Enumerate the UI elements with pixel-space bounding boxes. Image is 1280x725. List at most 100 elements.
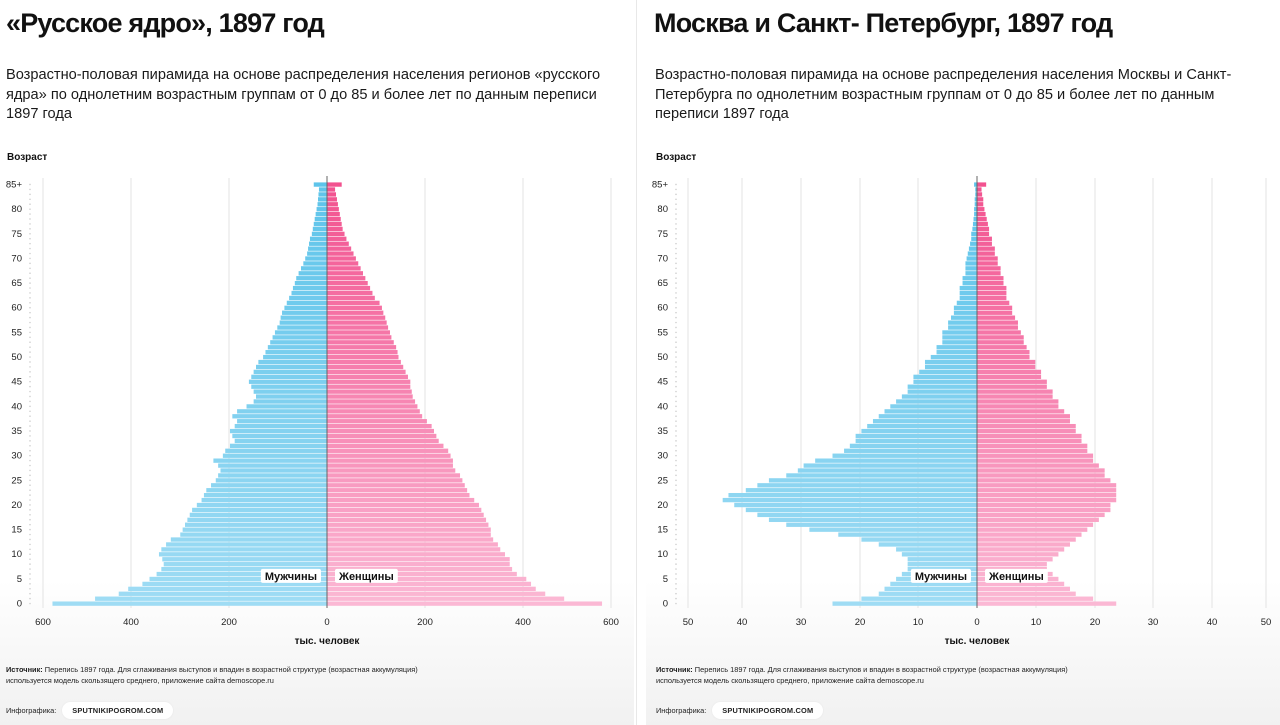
male-bar: [218, 463, 327, 468]
age-dot: [29, 602, 31, 605]
male-bar: [256, 394, 327, 399]
male-bar: [263, 354, 327, 360]
female-bar: [977, 586, 1070, 592]
age-dot: [675, 479, 677, 482]
age-dot: [675, 331, 677, 334]
male-bar: [95, 596, 327, 601]
brand-link[interactable]: SPUTNIKIPOGROM.COM: [712, 702, 824, 719]
female-bar: [977, 207, 985, 212]
female-bar: [977, 552, 1059, 557]
male-bar: [251, 374, 327, 380]
male-bar: [786, 522, 977, 527]
male-bar: [185, 522, 327, 527]
age-dot: [675, 454, 677, 457]
age-dot: [29, 326, 31, 329]
female-bar: [327, 379, 411, 384]
female-bar: [327, 345, 397, 350]
x-tick-label: 600: [35, 617, 51, 628]
female-bar: [327, 335, 392, 340]
female-bar: [977, 271, 1001, 276]
age-dot: [675, 237, 677, 240]
male-bar: [211, 483, 327, 488]
female-bar: [977, 236, 992, 241]
right-panel: Москва и Санкт- Петербург, 1897 год Возр…: [646, 0, 1280, 725]
female-bar: [977, 192, 983, 197]
age-dot: [29, 509, 31, 511]
age-dot: [29, 543, 31, 546]
y-axis-title: Возраст: [656, 152, 697, 163]
female-bar: [977, 389, 1053, 394]
female-bar: [977, 596, 1094, 601]
female-bar: [327, 596, 565, 601]
male-bar: [298, 271, 327, 276]
male-bar: [972, 226, 977, 232]
y-tick-label: 0: [663, 599, 668, 610]
female-bar: [327, 423, 432, 429]
male-label-text: Мужчины: [265, 571, 317, 583]
male-bar: [253, 389, 327, 394]
female-bar: [327, 562, 510, 567]
female-bar: [977, 345, 1027, 350]
y-tick-label: 25: [657, 475, 668, 486]
male-bar: [913, 374, 977, 380]
age-dot: [29, 316, 31, 319]
female-bar: [977, 187, 982, 192]
female-bar: [327, 384, 411, 389]
x-tick-label: 10: [1031, 617, 1042, 628]
female-bar: [327, 290, 373, 296]
y-tick-label: 65: [11, 278, 22, 289]
age-dot: [29, 489, 31, 491]
y-tick-label: 40: [657, 401, 668, 412]
age-dot: [675, 292, 677, 294]
female-bar: [327, 295, 375, 301]
female-bar: [327, 281, 368, 286]
age-dot: [29, 277, 31, 279]
age-dot: [675, 523, 677, 526]
age-dot: [29, 395, 31, 398]
male-bar: [314, 216, 327, 222]
age-dot: [675, 232, 677, 235]
male-bar: [300, 266, 327, 271]
female-bar: [327, 374, 408, 380]
female-bar: [327, 512, 484, 518]
male-bar: [832, 453, 977, 458]
female-bar: [327, 350, 398, 355]
male-bar: [309, 236, 327, 241]
female-bar: [977, 488, 1117, 493]
age-dot: [675, 553, 677, 556]
age-dot: [29, 583, 31, 585]
age-dot: [675, 375, 677, 378]
age-dot: [675, 267, 677, 270]
female-bar: [327, 448, 449, 453]
male-bar: [280, 315, 327, 320]
female-bar: [327, 394, 413, 399]
age-dot: [675, 464, 677, 467]
female-bar: [327, 552, 505, 557]
female-bar: [977, 433, 1082, 439]
age-dot: [675, 183, 677, 186]
y-tick-label: 45: [11, 377, 22, 388]
female-bar: [327, 340, 394, 345]
age-dot: [675, 282, 677, 284]
age-dot: [29, 592, 31, 595]
female-bar: [977, 350, 1030, 355]
male-bar: [222, 453, 327, 458]
female-bar: [327, 591, 546, 596]
brand-link[interactable]: SPUTNIKIPOGROM.COM: [62, 702, 174, 719]
age-dot: [675, 277, 677, 279]
age-dot: [675, 193, 677, 196]
female-bar: [977, 216, 987, 222]
age-dot: [675, 208, 677, 210]
male-bar: [267, 345, 327, 350]
age-dot: [29, 533, 31, 536]
panel-divider: [636, 0, 637, 725]
x-tick-label: 10: [913, 617, 924, 628]
female-bar: [327, 438, 439, 444]
y-tick-label: 40: [11, 401, 22, 412]
age-dot: [29, 237, 31, 240]
female-bar: [977, 468, 1105, 473]
female-label-bg: [985, 568, 1048, 583]
female-bar: [977, 399, 1059, 404]
male-bar: [962, 276, 977, 281]
x-tick-label: 0: [974, 617, 979, 628]
